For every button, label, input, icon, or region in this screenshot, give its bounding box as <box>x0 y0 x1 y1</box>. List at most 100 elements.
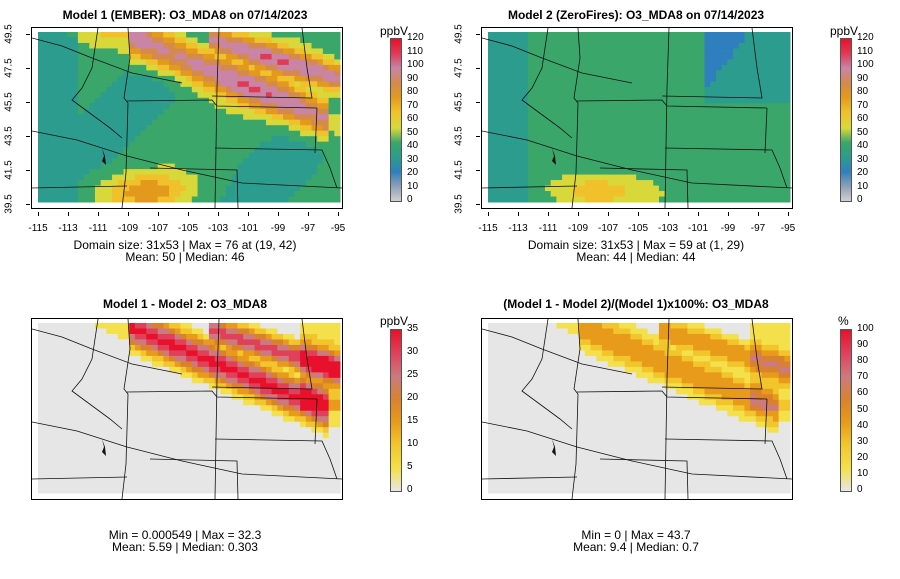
grid-cell <box>129 174 136 181</box>
grid-cell <box>55 405 62 412</box>
grid-cell <box>630 32 637 38</box>
grid-cell <box>123 53 130 60</box>
grid-cell <box>197 344 204 351</box>
grid-cell <box>778 81 785 88</box>
grid-cell <box>66 432 73 439</box>
grid-cell <box>493 53 500 60</box>
grid-cell <box>567 119 574 126</box>
grid-cell <box>55 383 62 390</box>
grid-cell <box>112 383 119 390</box>
grid-cell <box>83 399 90 406</box>
grid-cell <box>89 163 96 170</box>
grid-cell <box>129 454 136 461</box>
grid-cell <box>647 180 654 187</box>
grid-cell <box>590 152 597 159</box>
grid-cell <box>226 169 233 176</box>
grid-cell <box>271 64 278 71</box>
grid-cell <box>260 174 267 181</box>
grid-cell <box>197 86 204 93</box>
grid-cell <box>163 421 170 428</box>
grid-cell <box>744 152 751 159</box>
grid-cell <box>254 427 261 434</box>
grid-cell <box>169 75 176 82</box>
grid-cell <box>630 163 637 170</box>
grid-cell <box>66 383 73 390</box>
grid-cell <box>527 125 535 132</box>
grid-cell <box>72 405 79 412</box>
grid-cell <box>89 53 96 60</box>
grid-cell <box>772 196 780 203</box>
grid-cell <box>653 158 660 165</box>
grid-cell <box>140 355 147 362</box>
grid-cell <box>738 42 745 49</box>
grid-cell <box>704 86 711 93</box>
grid-cell <box>283 125 290 132</box>
grid-cell <box>317 328 324 335</box>
grid-cell <box>738 147 745 154</box>
grid-cell <box>226 460 233 467</box>
grid-cell <box>784 86 791 93</box>
grid-cell <box>117 32 124 38</box>
grid-cell <box>60 333 67 340</box>
grid-cell <box>77 399 85 406</box>
grid-cell <box>761 97 768 104</box>
grid-cell <box>112 465 119 472</box>
grid-cell <box>191 114 199 121</box>
grid-cell <box>670 75 677 82</box>
colorbar-label: 90 <box>407 72 419 84</box>
grid-cell <box>294 449 301 456</box>
grid-cell <box>214 405 221 412</box>
grid-cell <box>271 405 278 412</box>
grid-cell <box>334 333 341 340</box>
grid-cell <box>106 366 113 373</box>
grid-cell <box>220 355 227 362</box>
grid-cell <box>294 344 301 351</box>
grid-cell <box>624 70 631 77</box>
grid-cell <box>493 86 500 93</box>
grid-cell <box>653 174 660 181</box>
grid-cell <box>112 163 119 170</box>
grid-cell <box>539 125 546 132</box>
grid-cell <box>134 180 142 187</box>
grid-cell <box>72 482 79 489</box>
grid-cell <box>317 339 324 346</box>
grid-cell <box>89 383 96 390</box>
grid-cell <box>744 196 751 203</box>
grid-cell <box>300 180 307 187</box>
grid-cell <box>197 119 204 126</box>
grid-cell <box>248 361 256 368</box>
grid-cell <box>516 42 523 49</box>
grid-cell <box>231 136 238 143</box>
grid-cell <box>305 163 313 170</box>
grid-cell <box>283 136 290 143</box>
grid-cell <box>106 64 113 71</box>
grid-cell <box>636 103 643 110</box>
grid-cell <box>334 185 341 192</box>
grid-cell <box>117 97 124 104</box>
grid-cell <box>163 394 170 401</box>
grid-cell <box>157 443 164 450</box>
grid-cell <box>493 103 500 110</box>
grid-cell <box>237 377 244 384</box>
grid-cell <box>704 125 711 132</box>
grid-cell <box>237 460 244 467</box>
grid-cell <box>681 196 688 203</box>
grid-cell <box>624 141 631 148</box>
grid-cell <box>567 32 574 38</box>
grid-cell <box>556 125 563 132</box>
grid-cell <box>123 482 130 489</box>
grid-cell <box>265 196 273 203</box>
grid-cell <box>197 64 204 71</box>
grid-cell <box>556 169 563 176</box>
grid-cell <box>562 92 569 99</box>
grid-cell <box>243 136 250 143</box>
grid-cell <box>687 141 694 148</box>
grid-cell <box>89 421 96 428</box>
x-tick-label: -101 <box>687 223 709 234</box>
grid-cell <box>129 81 136 88</box>
grid-cell <box>579 108 586 115</box>
grid-cell <box>146 191 153 198</box>
grid-cell <box>516 32 523 38</box>
grid-cell <box>89 394 96 401</box>
grid-cell <box>134 163 142 170</box>
